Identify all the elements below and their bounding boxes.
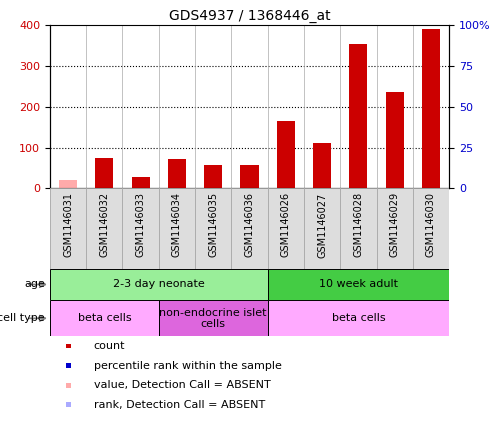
Text: GSM1146029: GSM1146029 bbox=[390, 192, 400, 257]
Bar bbox=[340, 188, 377, 269]
Text: GSM1146030: GSM1146030 bbox=[426, 192, 436, 257]
Bar bbox=[267, 300, 449, 336]
Bar bbox=[159, 188, 195, 269]
Text: GSM1146036: GSM1146036 bbox=[245, 192, 254, 257]
Text: GSM1146035: GSM1146035 bbox=[208, 192, 218, 257]
Bar bbox=[50, 188, 86, 269]
Bar bbox=[241, 165, 258, 188]
Text: beta cells: beta cells bbox=[77, 313, 131, 323]
Bar bbox=[349, 44, 367, 188]
Text: non-endocrine islet
cells: non-endocrine islet cells bbox=[160, 308, 267, 329]
Bar bbox=[86, 188, 122, 269]
Bar bbox=[122, 188, 159, 269]
Text: GSM1146026: GSM1146026 bbox=[281, 192, 291, 257]
Text: GSM1146033: GSM1146033 bbox=[136, 192, 146, 257]
Bar bbox=[422, 30, 440, 188]
Text: value, Detection Call = ABSENT: value, Detection Call = ABSENT bbox=[94, 380, 270, 390]
Bar bbox=[66, 363, 70, 368]
Text: GSM1146027: GSM1146027 bbox=[317, 192, 327, 258]
Bar bbox=[66, 383, 70, 387]
Text: age: age bbox=[24, 280, 45, 289]
Bar bbox=[267, 188, 304, 269]
Text: percentile rank within the sample: percentile rank within the sample bbox=[94, 361, 282, 371]
Bar bbox=[95, 158, 113, 188]
Text: GSM1146032: GSM1146032 bbox=[99, 192, 109, 257]
Bar bbox=[195, 188, 232, 269]
Bar bbox=[66, 402, 70, 407]
Bar bbox=[232, 188, 267, 269]
Bar bbox=[277, 121, 295, 188]
Bar bbox=[168, 159, 186, 188]
Text: GSM1146028: GSM1146028 bbox=[353, 192, 363, 257]
Text: count: count bbox=[94, 341, 125, 351]
Bar bbox=[66, 344, 70, 349]
Text: GSM1146031: GSM1146031 bbox=[63, 192, 73, 257]
Text: 10 week adult: 10 week adult bbox=[319, 280, 398, 289]
Text: GSM1146034: GSM1146034 bbox=[172, 192, 182, 257]
Title: GDS4937 / 1368446_at: GDS4937 / 1368446_at bbox=[169, 9, 330, 23]
Bar bbox=[304, 188, 340, 269]
Bar bbox=[313, 143, 331, 188]
Bar bbox=[204, 165, 222, 188]
Bar bbox=[377, 188, 413, 269]
Bar bbox=[132, 177, 150, 188]
Text: rank, Detection Call = ABSENT: rank, Detection Call = ABSENT bbox=[94, 400, 265, 410]
Bar bbox=[50, 300, 159, 336]
Bar bbox=[50, 269, 267, 300]
Bar bbox=[159, 300, 267, 336]
Bar bbox=[386, 92, 404, 188]
Bar bbox=[267, 269, 449, 300]
Bar bbox=[413, 188, 449, 269]
Bar bbox=[59, 180, 77, 188]
Text: 2-3 day neonate: 2-3 day neonate bbox=[113, 280, 205, 289]
Text: beta cells: beta cells bbox=[331, 313, 385, 323]
Text: cell type: cell type bbox=[0, 313, 45, 323]
